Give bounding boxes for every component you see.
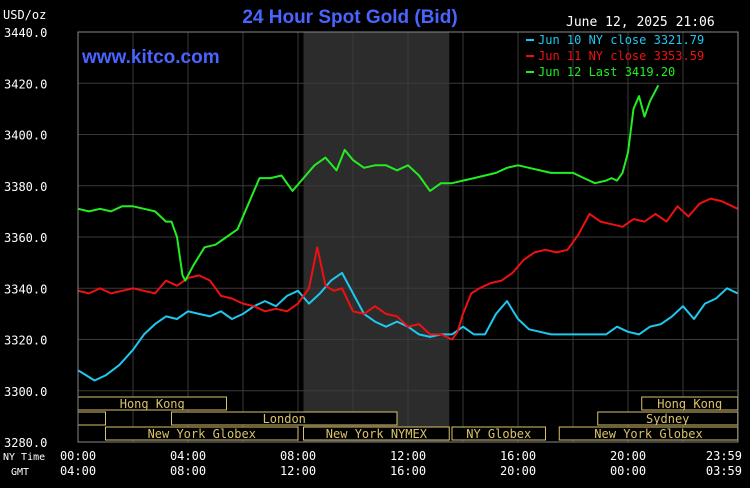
unit-label: USD/oz <box>3 8 46 22</box>
gmt-label: GMT <box>11 467 29 478</box>
x-axis-tick-labels: 00:0004:0004:0008:0008:0012:0012:0016:00… <box>60 449 742 478</box>
y-tick-label: 3340.0 <box>4 282 47 296</box>
y-tick-label: 3400.0 <box>4 129 47 143</box>
x-tick-gmt: 08:00 <box>170 464 206 478</box>
x-tick-ny: 16:00 <box>500 449 536 463</box>
x-tick-ny: 12:00 <box>390 449 426 463</box>
x-tick-gmt: 20:00 <box>500 464 536 478</box>
plot-frame <box>77 31 739 443</box>
legend-jun10: Jun 10 NY close 3321.79 <box>538 33 704 47</box>
x-tick-gmt: 03:59 <box>706 464 742 478</box>
session-label: Hong Kong <box>657 397 722 411</box>
ny-time-label: NY Time <box>3 452 45 463</box>
session-label: NY Globex <box>466 427 531 441</box>
y-tick-label: 3320.0 <box>4 334 47 348</box>
session-label: New York NYMEX <box>326 427 428 441</box>
session-label: Sydney <box>646 412 689 426</box>
session-box <box>303 426 450 441</box>
datetime-label: June 12, 2025 21:06 <box>566 15 715 30</box>
y-tick-label: 3280.0 <box>4 436 47 450</box>
x-tick-gmt: 04:00 <box>60 464 96 478</box>
x-tick-ny: 00:00 <box>60 449 96 463</box>
series-layer <box>77 84 739 382</box>
session-label: London <box>263 412 306 426</box>
x-tick-ny: 04:00 <box>170 449 206 463</box>
session-label: Hong Kong <box>120 397 185 411</box>
session-box <box>451 426 546 441</box>
y-tick-label: 3440.0 <box>4 26 47 40</box>
chart-title: 24 Hour Spot Gold (Bid) <box>242 7 457 28</box>
y-tick-label: 3420.0 <box>4 77 47 91</box>
session-label: New York Globex <box>148 427 256 441</box>
series-line-jun11 <box>77 197 739 341</box>
y-axis-tick-labels: 3280.0 3300.0 3320.0 3340.0 3360.0 3380.0 3400… <box>4 26 47 450</box>
grid-layer <box>77 31 739 443</box>
session-label: New York Globex <box>594 427 702 441</box>
x-tick-ny: 23:59 <box>706 449 742 463</box>
x-tick-gmt: 12:00 <box>280 464 316 478</box>
y-tick-label: 3380.0 <box>4 180 47 194</box>
session-box <box>77 411 106 426</box>
x-tick-ny: 20:00 <box>610 449 646 463</box>
session-box <box>105 426 299 441</box>
y-tick-label: 3300.0 <box>4 385 47 399</box>
legend: Jun 10 NY close 3321.79 Jun 11 NY close … <box>526 33 704 79</box>
kitco-watermark: www.kitco.com <box>81 47 220 68</box>
legend-jun12: Jun 12 Last 3419.20 <box>538 65 675 79</box>
x-tick-gmt: 16:00 <box>390 464 426 478</box>
session-box <box>171 411 398 426</box>
series-line-jun12 <box>77 84 660 282</box>
y-tick-label: 3360.0 <box>4 231 47 245</box>
legend-jun11: Jun 11 NY close 3353.59 <box>538 49 704 63</box>
x-tick-gmt: 00:00 <box>610 464 646 478</box>
x-tick-ny: 08:00 <box>280 449 316 463</box>
